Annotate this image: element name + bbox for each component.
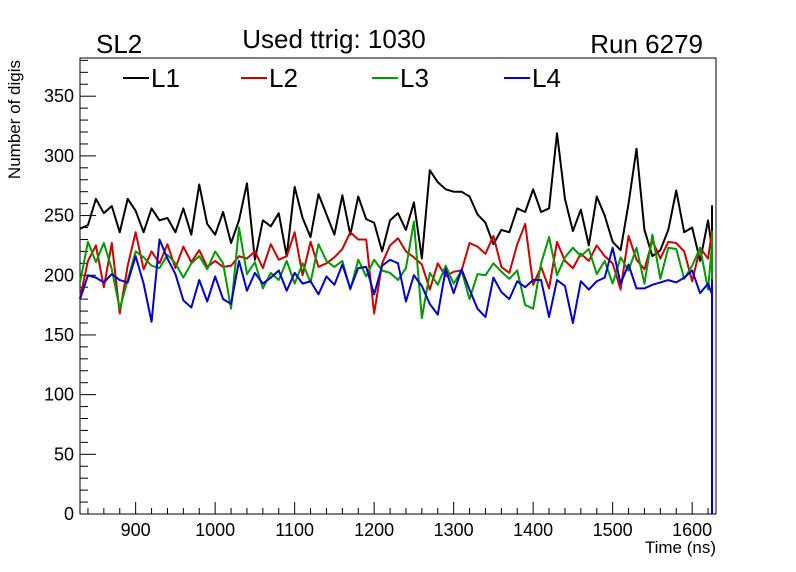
- series-line-l4: [79, 238, 714, 514]
- y-tick-label: 0: [64, 504, 74, 524]
- axis-ticks: 900 1000 1100 1200 1300 1400 1500 1600 0 50 100 150…: [44, 59, 712, 540]
- y-tick-label: 200: [44, 265, 74, 285]
- series-line-l1: [79, 132, 714, 514]
- x-tick-label: 900: [121, 520, 151, 540]
- y-tick-label: 150: [44, 325, 74, 345]
- y-tick-label: 100: [44, 385, 74, 405]
- x-tick-label: 1200: [354, 520, 394, 540]
- x-tick-label: 1000: [195, 520, 235, 540]
- x-tick-label: 1400: [513, 520, 553, 540]
- x-tick-label: 1100: [275, 520, 314, 540]
- legend: L1 L2 L3 L4: [123, 63, 561, 93]
- x-tick-label: 1300: [434, 520, 474, 540]
- y-axis-label: Number of digis: [5, 60, 24, 179]
- plot-frame: [79, 57, 717, 515]
- legend-label-l4: L4: [532, 63, 561, 93]
- y-tick-label: 50: [54, 444, 74, 464]
- legend-label-l2: L2: [269, 63, 298, 93]
- run-label: Run 6279: [590, 29, 703, 59]
- pad-label-left: SL2: [96, 29, 142, 59]
- x-tick-label: 1600: [672, 520, 712, 540]
- chart-title: Used ttrig: 1030: [242, 24, 426, 54]
- data-series: [79, 132, 714, 514]
- series-line-l3: [79, 220, 714, 514]
- y-tick-label: 250: [44, 206, 74, 226]
- legend-label-l1: L1: [151, 63, 180, 93]
- legend-label-l3: L3: [400, 63, 429, 93]
- x-axis-label: Time (ns): [645, 538, 716, 557]
- y-tick-label: 350: [44, 86, 74, 106]
- y-tick-label: 300: [44, 146, 74, 166]
- x-tick-label: 1500: [593, 520, 633, 540]
